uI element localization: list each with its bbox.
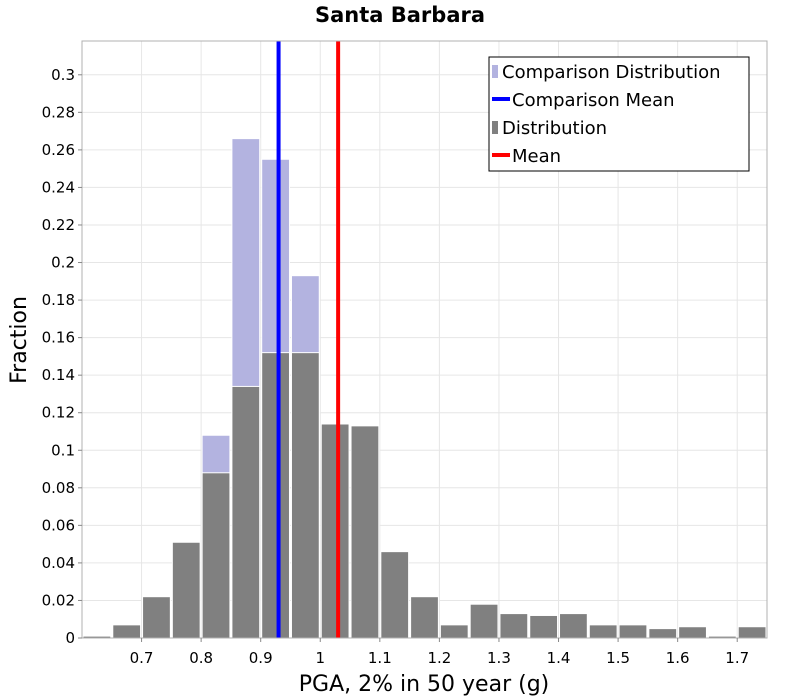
distribution-bar — [618, 624, 648, 639]
y-tick-label: 0.28 — [42, 103, 75, 121]
y-tick-label: 0 — [65, 629, 75, 647]
distribution-bar — [469, 603, 499, 639]
y-tick-label: 0.16 — [42, 329, 75, 347]
legend-box — [488, 56, 750, 172]
distribution-bar — [320, 423, 350, 639]
plot-area-frame — [81, 40, 768, 639]
legend: Comparison Distribution Comparison Mean Di… — [488, 56, 750, 172]
y-tick-label: 0.12 — [42, 404, 75, 422]
y-tick-label: 0.02 — [42, 591, 75, 609]
y-axis-label: Fraction — [7, 296, 32, 384]
distribution-bar — [648, 628, 678, 639]
distribution-bar — [231, 385, 261, 639]
x-tick-label: 1.4 — [547, 649, 571, 667]
distribution-bar — [559, 613, 588, 639]
distribution-bar — [261, 352, 290, 639]
y-tick-label: 0.06 — [42, 516, 75, 534]
y-tick-label: 0.08 — [42, 479, 75, 497]
x-tick-label: 1.2 — [427, 649, 451, 667]
x-tick-label: 1.1 — [368, 649, 392, 667]
y-tick-label: 0.3 — [51, 66, 75, 84]
mean-lines — [276, 41, 341, 638]
distribution-bar — [529, 614, 559, 639]
x-tick-label: 0.8 — [189, 649, 213, 667]
x-tick-label: 1.7 — [725, 649, 749, 667]
distribution-bar — [380, 551, 410, 639]
y-tick-label: 0.24 — [42, 178, 75, 196]
y-tick-label: 0.04 — [42, 554, 75, 572]
y-tick-label: 0.18 — [42, 291, 75, 309]
x-tick-label: 1.6 — [666, 649, 690, 667]
distribution-bar — [350, 425, 380, 639]
legend-label-mean: Mean — [512, 146, 561, 167]
y-tick-label: 0.2 — [51, 254, 75, 272]
x-tick-label: 1 — [315, 649, 325, 667]
legend-label-comparison-mean: Comparison Mean — [512, 90, 675, 111]
x-axis-label: PGA, 2% in 50 year (g) — [299, 672, 550, 697]
x-tick-label: 1.3 — [487, 649, 511, 667]
y-axis-ticks: 0 0.02 0.04 0.06 0.08 0.1 0.12 0.14 0.16 0.18 0.2 0… — [42, 66, 82, 647]
histogram-bars — [82, 138, 767, 639]
y-tick-label: 0.26 — [42, 141, 75, 159]
distribution-bar — [410, 596, 439, 639]
legend-label-comparison-distribution: Comparison Distribution — [502, 62, 721, 83]
legend-label-distribution: Distribution — [502, 118, 607, 139]
distribution-bar — [171, 541, 201, 639]
legend-swatch-distribution — [492, 121, 498, 134]
distribution-bar — [678, 626, 707, 639]
distribution-bar — [290, 352, 320, 639]
y-tick-label: 0.1 — [51, 441, 75, 459]
x-axis-ticks: 0.7 0.8 0.9 1 1.1 1.2 1.3 1.4 1.5 1.6 1.7 — [130, 638, 749, 667]
y-tick-label: 0.22 — [42, 216, 75, 234]
distribution-bar — [588, 624, 618, 639]
x-tick-label: 0.9 — [249, 649, 273, 667]
legend-items: Comparison Distribution Comparison Mean Di… — [492, 62, 721, 167]
x-tick-label: 0.7 — [130, 649, 154, 667]
chart-title: Santa Barbara — [315, 3, 485, 27]
legend-swatch-comparison-distribution — [492, 65, 498, 78]
distribution-bar — [201, 472, 231, 639]
x-tick-label: 1.5 — [606, 649, 630, 667]
distribution-bar — [439, 624, 469, 639]
distribution-bar — [499, 613, 529, 639]
distribution-bar — [142, 596, 171, 639]
y-tick-label: 0.14 — [42, 366, 75, 384]
distribution-bar — [112, 624, 142, 639]
distribution-bar — [737, 626, 767, 639]
